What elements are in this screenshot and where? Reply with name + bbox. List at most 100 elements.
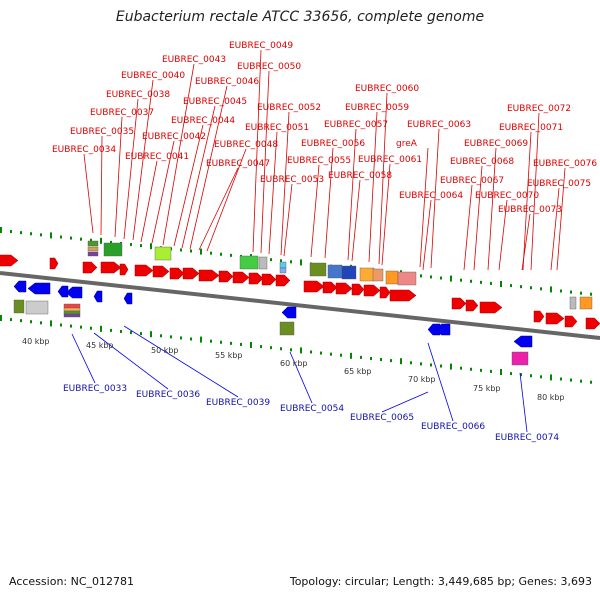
forward-gene-arrow bbox=[49, 257, 59, 270]
top-gene-label: EUBREC_0075 bbox=[527, 179, 591, 189]
top-label-leader bbox=[181, 105, 216, 249]
bottom-gene-label: EUBREC_0054 bbox=[280, 404, 344, 414]
top-label-leader bbox=[522, 131, 532, 271]
top-label-leader bbox=[83, 153, 94, 234]
gene-block bbox=[63, 307, 81, 312]
outer-tick bbox=[280, 259, 282, 263]
top-gene-label: EUBREC_0052 bbox=[257, 103, 321, 113]
bottom-gene-label: EUBREC_0065 bbox=[350, 413, 414, 423]
bottom-gene-label: EUBREC_0039 bbox=[206, 398, 270, 408]
gene-block bbox=[13, 299, 25, 314]
bottom-gene-label: EUBREC_0036 bbox=[136, 390, 200, 400]
inner-tick bbox=[250, 342, 252, 348]
outer-tick bbox=[110, 240, 112, 244]
top-label-leader bbox=[419, 147, 429, 268]
gene-block bbox=[359, 267, 375, 282]
inner-tick bbox=[410, 361, 412, 365]
forward-gene-arrow bbox=[465, 299, 479, 312]
genome-title: Eubacterium rectale ATCC 33656, complete… bbox=[115, 9, 485, 25]
outer-tick bbox=[440, 276, 442, 280]
outer-tick bbox=[220, 252, 222, 256]
outer-tick bbox=[550, 286, 552, 293]
outer-tick bbox=[70, 236, 72, 240]
inner-tick bbox=[360, 355, 362, 359]
outer-tick bbox=[200, 248, 202, 255]
inner-tick bbox=[90, 326, 92, 330]
top-label-leader bbox=[206, 148, 247, 252]
accession-text: Accession: NC_012781 bbox=[9, 575, 135, 588]
inner-tick bbox=[60, 323, 62, 327]
top-label-leader bbox=[473, 165, 483, 271]
forward-gene-arrow bbox=[303, 280, 325, 293]
outer-tick bbox=[300, 259, 302, 266]
forward-gene-arrow bbox=[545, 312, 565, 325]
top-label-leader bbox=[351, 179, 361, 262]
reverse-gene-arrow bbox=[27, 282, 51, 295]
inner-tick bbox=[520, 373, 522, 377]
inner-tick bbox=[150, 331, 152, 338]
inner-tick bbox=[430, 363, 432, 367]
inner-tick bbox=[10, 318, 12, 322]
inner-tick bbox=[390, 359, 392, 363]
top-gene-label: EUBREC_0071 bbox=[499, 123, 563, 133]
outer-tick bbox=[530, 286, 532, 290]
top-label-leader bbox=[173, 124, 204, 247]
top-gene-label: EUBREC_0035 bbox=[70, 127, 134, 137]
gene-block bbox=[87, 240, 99, 247]
outer-tick bbox=[290, 260, 292, 264]
top-label-leader bbox=[123, 98, 139, 240]
outer-tick bbox=[510, 284, 512, 288]
forward-gene-arrow bbox=[533, 310, 545, 323]
inner-tick bbox=[480, 368, 482, 372]
inner-tick bbox=[220, 340, 222, 344]
top-gene-label: EUBREC_0050 bbox=[237, 62, 301, 72]
forward-gene-arrow bbox=[451, 297, 467, 310]
top-gene-label: EUBREC_0055 bbox=[287, 156, 351, 166]
reverse-gene-arrow bbox=[65, 286, 83, 299]
inner-tick bbox=[560, 377, 562, 381]
outer-tick bbox=[100, 237, 102, 244]
bottom-label-leader bbox=[93, 332, 169, 390]
inner-tick bbox=[510, 372, 512, 376]
inner-tick bbox=[110, 328, 112, 332]
forward-gene-arrow bbox=[0, 254, 19, 267]
gene-block bbox=[279, 321, 295, 336]
top-gene-label: EUBREC_0064 bbox=[399, 191, 463, 201]
inner-tick bbox=[470, 367, 472, 371]
inner-tick bbox=[440, 364, 442, 368]
outer-tick bbox=[490, 281, 492, 285]
top-gene-label: EUBREC_0034 bbox=[52, 145, 116, 155]
gene-labels: EUBREC_0034 EUBREC_0035 EUBREC_0037 EUBREC_… bbox=[52, 41, 597, 443]
outer-tick bbox=[140, 244, 142, 248]
forward-gene-arrow bbox=[585, 317, 600, 330]
genome-backbone bbox=[0, 271, 600, 340]
reverse-gene-arrow bbox=[57, 285, 69, 298]
kbp-tick-label: 80 kbp bbox=[537, 393, 565, 402]
top-gene-label: EUBREC_0042 bbox=[142, 132, 206, 142]
top-gene-label: EUBREC_0041 bbox=[125, 152, 189, 162]
outer-tick bbox=[30, 232, 32, 236]
reverse-gene-arrow bbox=[435, 323, 451, 336]
bottom-gene-label: EUBREC_0066 bbox=[421, 422, 485, 432]
inner-tick bbox=[300, 347, 302, 354]
gene-block bbox=[63, 303, 81, 309]
reverse-gene-arrow bbox=[13, 280, 27, 293]
forward-gene-arrow bbox=[119, 263, 129, 276]
outer-tick bbox=[90, 238, 92, 242]
outer-tick bbox=[560, 289, 562, 293]
top-label-leader bbox=[463, 184, 473, 271]
gene-block bbox=[63, 310, 81, 315]
forward-gene-arrow bbox=[152, 265, 170, 278]
forward-gene-arrow bbox=[564, 315, 578, 328]
top-label-leader bbox=[368, 111, 378, 263]
forward-gene-arrow bbox=[322, 281, 338, 294]
outer-tick bbox=[150, 243, 152, 250]
kbp-tick-label: 75 kbp bbox=[473, 384, 501, 393]
forward-gene-arrow bbox=[248, 272, 264, 285]
gene-block bbox=[279, 261, 287, 269]
top-label-leader bbox=[556, 167, 566, 271]
inner-tick bbox=[170, 335, 172, 339]
inner-tick bbox=[70, 324, 72, 328]
inner-tick bbox=[260, 345, 262, 349]
